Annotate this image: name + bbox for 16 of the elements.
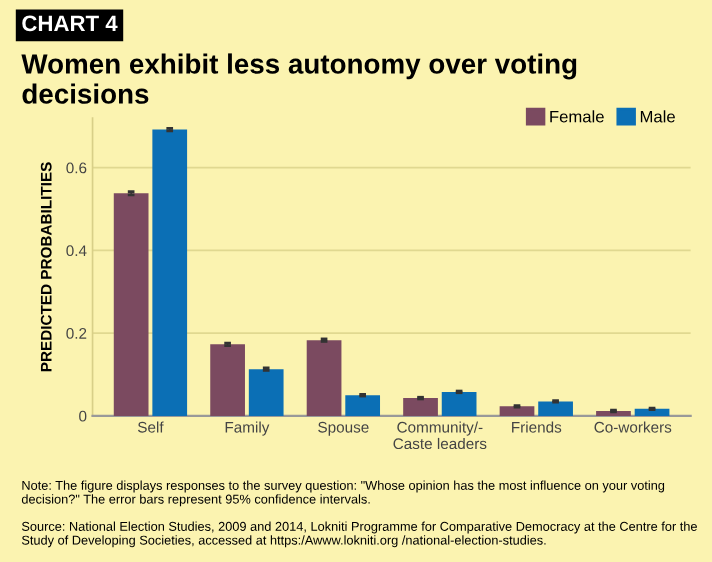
bar: [113, 193, 149, 416]
bar: [403, 398, 438, 416]
bar: [634, 408, 670, 416]
legend-label: Female: [550, 110, 604, 123]
chart-title: Women exhibit less autonomy over voting decisions: [21, 53, 577, 104]
bar: [152, 129, 188, 416]
bar: [596, 410, 631, 416]
bar: [210, 344, 245, 416]
bar: [345, 395, 381, 416]
bar: [499, 406, 535, 416]
caption: CHART 4: [22, 15, 118, 32]
bar: [248, 369, 284, 416]
bar: [441, 391, 477, 416]
bar: [306, 340, 342, 416]
bar: [538, 401, 573, 416]
legend-label: Male: [640, 110, 675, 123]
